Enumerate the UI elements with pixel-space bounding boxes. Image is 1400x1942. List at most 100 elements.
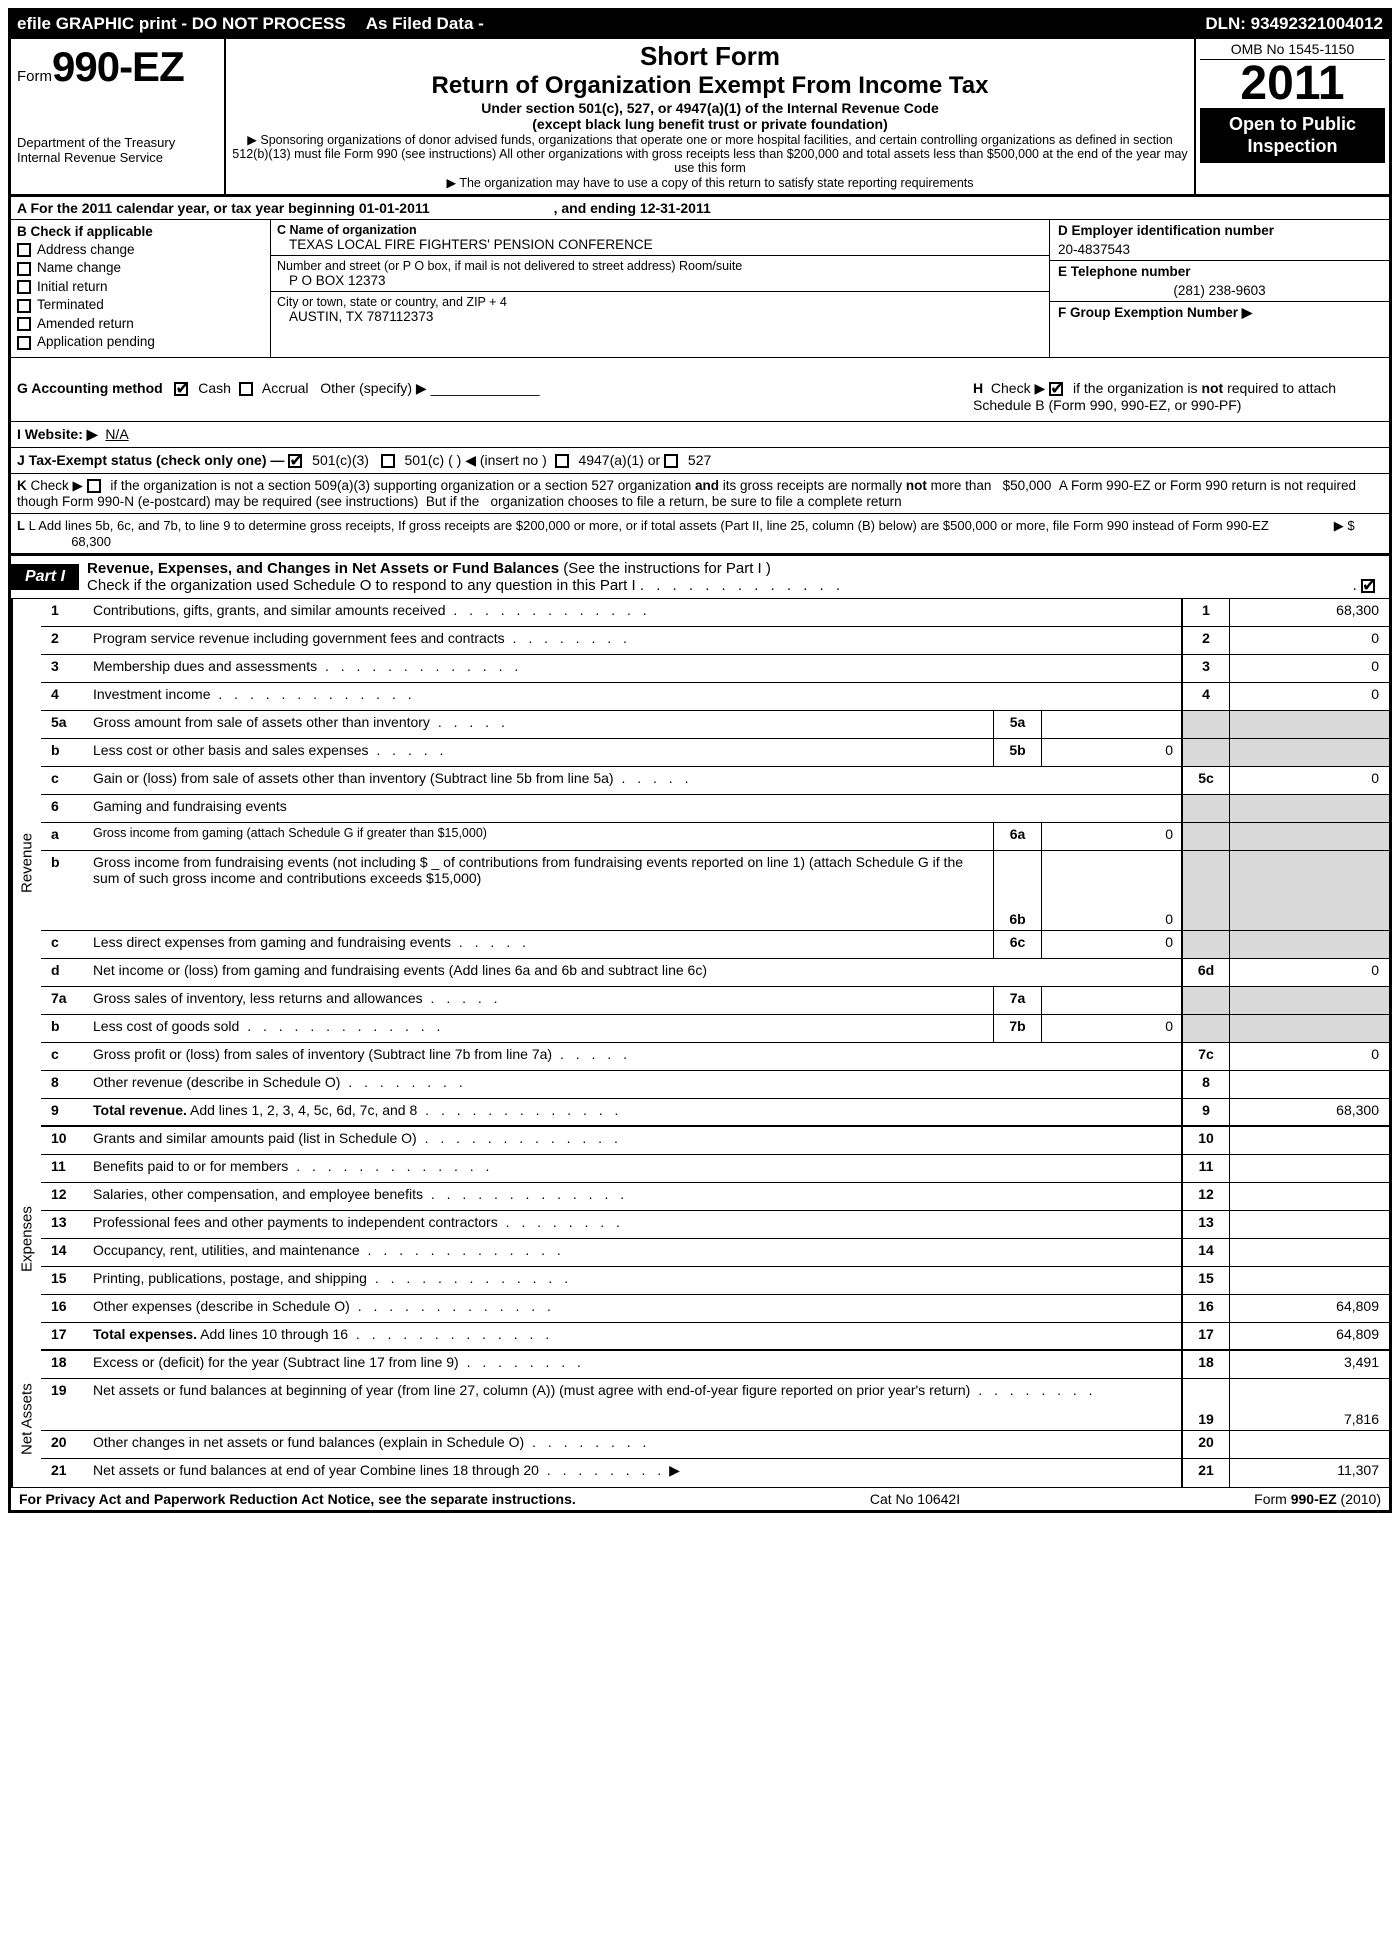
rn2: 2 <box>1181 627 1229 654</box>
lbl-pending: Application pending <box>37 334 155 349</box>
n3: 3 <box>41 655 89 682</box>
row-a: A For the 2011 calendar year, or tax yea… <box>11 197 1389 220</box>
l-amt-label: ▶ $ <box>1334 518 1355 533</box>
chk-name[interactable] <box>17 262 31 276</box>
top-bar: efile GRAPHIC print - DO NOT PROCESS As … <box>11 11 1389 39</box>
section-k: K Check ▶ if the organization is not a s… <box>11 474 1389 514</box>
lbl-4947: 4947(a)(1) or <box>578 452 660 468</box>
chk-part1-scho[interactable] <box>1361 579 1375 593</box>
section-l: L L Add lines 5b, 6c, and 7b, to line 9 … <box>11 514 1389 556</box>
chk-accrual[interactable] <box>239 382 253 396</box>
rn14: 14 <box>1181 1239 1229 1266</box>
topbar-right: DLN: 93492321004012 <box>1205 14 1383 34</box>
rv8 <box>1229 1071 1389 1098</box>
part1-tab: Part I <box>11 564 79 590</box>
i-label: I Website: ▶ <box>17 426 98 442</box>
sv6a: 0 <box>1041 823 1181 850</box>
rv15 <box>1229 1267 1389 1294</box>
rn4: 4 <box>1181 683 1229 710</box>
rn15: 15 <box>1181 1267 1229 1294</box>
tax-year: 2011 <box>1200 60 1385 108</box>
form-prefix: Form <box>17 68 52 85</box>
col-def: D Employer identification number 20-4837… <box>1049 220 1389 357</box>
rv6-shade <box>1229 795 1389 822</box>
d6d: Net income or (loss) from gaming and fun… <box>93 962 707 978</box>
rv19: 7,816 <box>1229 1379 1389 1430</box>
lbl-other: Other (specify) ▶ <box>320 380 426 396</box>
i-val: N/A <box>105 426 128 442</box>
d5c: Gain or (loss) from sale of assets other… <box>93 770 614 786</box>
topbar-left: efile GRAPHIC print - DO NOT PROCESS <box>17 14 346 34</box>
n5b: b <box>41 739 89 766</box>
d4: Investment income <box>93 686 211 702</box>
rv7a-shade <box>1229 987 1389 1014</box>
footer-right: Form 990-EZ (2010) <box>1254 1491 1381 1507</box>
sb6b: 6b <box>993 851 1041 930</box>
rv9: 68,300 <box>1229 1099 1389 1125</box>
n4: 4 <box>41 683 89 710</box>
rv2: 0 <box>1229 627 1389 654</box>
n20: 20 <box>41 1431 89 1458</box>
n13: 13 <box>41 1211 89 1238</box>
row-a-end: , and ending 12-31-2011 <box>554 200 711 216</box>
lbl-accrual: Accrual <box>262 380 309 396</box>
e-label: E Telephone number <box>1058 264 1381 279</box>
open2: Inspection <box>1202 136 1383 158</box>
n6c: c <box>41 931 89 958</box>
rv6a-shade <box>1229 823 1389 850</box>
rn7a-shade <box>1181 987 1229 1014</box>
row-a-begin: A For the 2011 calendar year, or tax yea… <box>17 200 430 216</box>
topbar-mid: As Filed Data - <box>366 14 484 34</box>
d2: Program service revenue including govern… <box>93 630 505 646</box>
expenses-block: Expenses 10Grants and similar amounts pa… <box>11 1127 1389 1351</box>
n5a: 5a <box>41 711 89 738</box>
sv5a <box>1041 711 1181 738</box>
n9: 9 <box>41 1099 89 1125</box>
section-h: H Check ▶ if the organization is not req… <box>973 380 1383 413</box>
chk-initial[interactable] <box>17 280 31 294</box>
chk-k[interactable] <box>87 479 101 493</box>
part1-check-line: Check if the organization used Schedule … <box>87 577 636 594</box>
chk-4947[interactable] <box>555 454 569 468</box>
n6a: a <box>41 823 89 850</box>
footer-mid: Cat No 10642I <box>576 1491 1254 1507</box>
chk-cash[interactable] <box>174 382 188 396</box>
chk-pending[interactable] <box>17 336 31 350</box>
rv12 <box>1229 1183 1389 1210</box>
sv6c: 0 <box>1041 931 1181 958</box>
lbl-cash: Cash <box>198 380 231 396</box>
n14: 14 <box>41 1239 89 1266</box>
d-val: 20-4837543 <box>1058 238 1381 257</box>
section-i: I Website: ▶ N/A <box>11 422 1389 448</box>
form-title: Return of Organization Exempt From Incom… <box>232 72 1188 100</box>
col-b-head: B Check if applicable <box>17 224 264 239</box>
chk-h[interactable] <box>1049 382 1063 396</box>
rv6d: 0 <box>1229 959 1389 986</box>
rv13 <box>1229 1211 1389 1238</box>
c-name-val: TEXAS LOCAL FIRE FIGHTERS' PENSION CONFE… <box>277 237 1043 252</box>
lbl-initial: Initial return <box>37 279 108 294</box>
lbl-501c: 501(c) ( ) ◀ (insert no ) <box>405 452 547 468</box>
chk-527[interactable] <box>664 454 678 468</box>
chk-address[interactable] <box>17 243 31 257</box>
rv5a-shade <box>1229 711 1389 738</box>
rn6a-shade <box>1181 823 1229 850</box>
rv6c-shade <box>1229 931 1389 958</box>
lbl-amended: Amended return <box>37 316 134 331</box>
col-c: C Name of organization TEXAS LOCAL FIRE … <box>271 220 1049 357</box>
chk-terminated[interactable] <box>17 299 31 313</box>
rn9: 9 <box>1181 1099 1229 1125</box>
rv14 <box>1229 1239 1389 1266</box>
open1: Open to Public <box>1202 114 1383 136</box>
section-b-to-f: B Check if applicable Address change Nam… <box>11 220 1389 358</box>
d7a: Gross sales of inventory, less returns a… <box>93 990 423 1006</box>
header-right: OMB No 1545-1150 2011 Open to Public Ins… <box>1194 39 1389 194</box>
d15: Printing, publications, postage, and shi… <box>93 1270 367 1286</box>
sv7b: 0 <box>1041 1015 1181 1042</box>
rv18: 3,491 <box>1229 1351 1389 1378</box>
chk-501c3[interactable] <box>288 454 302 468</box>
rv5c: 0 <box>1229 767 1389 794</box>
n5c: c <box>41 767 89 794</box>
chk-amended[interactable] <box>17 317 31 331</box>
chk-501c[interactable] <box>381 454 395 468</box>
